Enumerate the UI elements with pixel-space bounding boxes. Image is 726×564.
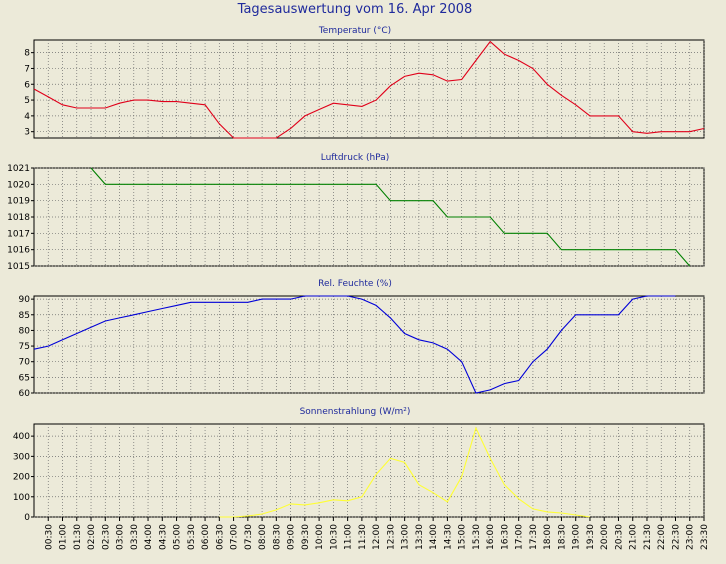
series-line [219,426,591,518]
page-title: Tagesauswertung vom 16. Apr 2008 [237,2,473,17]
x-tick-label: 16:30 [500,524,510,550]
y-tick-label: 65 [19,373,30,383]
y-tick-label: 1020 [7,180,30,190]
y-tick-label: 1018 [7,213,30,223]
x-tick-label: 20:30 [615,524,625,550]
y-tick-label: 4 [24,112,30,122]
x-tick-label: 10:30 [329,524,339,550]
panel-title: Rel. Feuchte (%) [318,279,392,289]
x-axis: 00:30 01:00 01:30 02:00 02:30 03:00 03:30 04:00… [44,517,710,550]
x-tick-label: 01:00 [59,524,69,550]
x-tick-label: 14:30 [443,524,453,550]
plot-area [33,39,705,139]
y-tick-label: 3 [24,128,30,138]
x-tick-label: 17:30 [529,524,539,550]
panel-title: Sonnenstrahlung (W/m²) [300,407,411,417]
y-tick-label: 7 [24,64,30,74]
y-tick-label: 1016 [7,246,30,256]
chart-panel-1: Temperatur (°C) 3 4 5 6 7 8 [24,26,705,139]
x-tick-label: 06:30 [215,524,225,550]
x-tick-label: 04:30 [158,524,168,550]
y-tick-label: 0 [24,513,30,523]
y-tick-label: 100 [13,493,30,503]
x-tick-label: 18:00 [543,524,553,550]
x-tick-label: 20:00 [600,524,610,550]
x-tick-label: 01:30 [73,524,83,550]
series-line [33,295,676,394]
chart-panel-2: Luftdruck (hPa) 1015 1016 1017 1018 1019 1020 1… [7,153,705,272]
x-tick-label: 05:30 [187,524,197,550]
x-tick-label: 13:30 [415,524,425,550]
y-tick-label: 8 [24,49,30,59]
plot-area [33,167,705,267]
x-tick-label: 00:30 [44,524,54,550]
plot-area [33,423,705,518]
x-tick-label: 15:00 [458,524,468,550]
y-tick-label: 70 [19,358,31,368]
x-tick-label: 08:00 [258,524,268,550]
y-tick-label: 6 [24,80,30,90]
x-tick-label: 08:30 [272,524,282,550]
x-tick-label: 23:00 [686,524,696,550]
y-tick-label: 80 [19,326,31,336]
y-tick-label: 5 [24,96,30,106]
x-tick-label: 22:30 [672,524,682,550]
x-tick-label: 07:30 [244,524,254,550]
x-tick-label: 09:00 [287,524,297,550]
x-tick-label: 15:30 [472,524,482,550]
y-tick-label: 1019 [7,197,30,207]
y-tick-label: 1017 [7,229,30,239]
x-tick-label: 18:30 [557,524,567,550]
x-tick-label: 21:00 [629,524,639,550]
x-tick-label: 12:00 [372,524,382,550]
x-tick-label: 02:30 [101,524,111,550]
x-tick-label: 14:00 [429,524,439,550]
y-tick-label: 90 [19,295,31,305]
x-tick-label: 04:00 [144,524,154,550]
x-tick-label: 17:00 [515,524,525,550]
x-tick-label: 09:30 [301,524,311,550]
y-tick-label: 200 [13,473,30,483]
y-tick-label: 85 [19,311,30,321]
y-tick-label: 300 [13,452,30,462]
x-tick-label: 23:30 [700,524,710,550]
y-tick-label: 400 [13,432,30,442]
x-tick-label: 11:30 [358,524,368,550]
x-tick-label: 11:00 [344,524,354,550]
y-tick-label: 75 [19,342,30,352]
x-tick-label: 07:00 [230,524,240,550]
panel-title: Luftdruck (hPa) [321,153,390,163]
x-tick-label: 21:30 [643,524,653,550]
x-tick-label: 19:30 [586,524,596,550]
x-tick-label: 06:00 [201,524,211,550]
y-tick-label: 60 [19,389,31,399]
x-tick-label: 12:30 [386,524,396,550]
panel-title: Temperatur (°C) [318,26,391,36]
y-tick-label: 1015 [7,262,30,272]
x-tick-label: 05:00 [173,524,183,550]
series-line [90,167,691,267]
plot-area [33,295,705,394]
x-tick-label: 16:00 [486,524,496,550]
chart-panel-3: Rel. Feuchte (%) 60 65 70 75 80 85 90 [19,279,705,399]
x-tick-label: 02:00 [87,524,97,550]
x-tick-label: 22:00 [657,524,667,550]
x-tick-label: 03:00 [116,524,126,550]
y-tick-label: 1021 [7,164,30,174]
x-tick-label: 19:00 [572,524,582,550]
x-tick-label: 03:30 [130,524,140,550]
series-line [33,40,705,139]
x-tick-label: 10:00 [315,524,325,550]
x-tick-label: 13:00 [401,524,411,550]
chart-panel-4: Sonnenstrahlung (W/m²) 0 100 200 300 400 [13,407,705,523]
